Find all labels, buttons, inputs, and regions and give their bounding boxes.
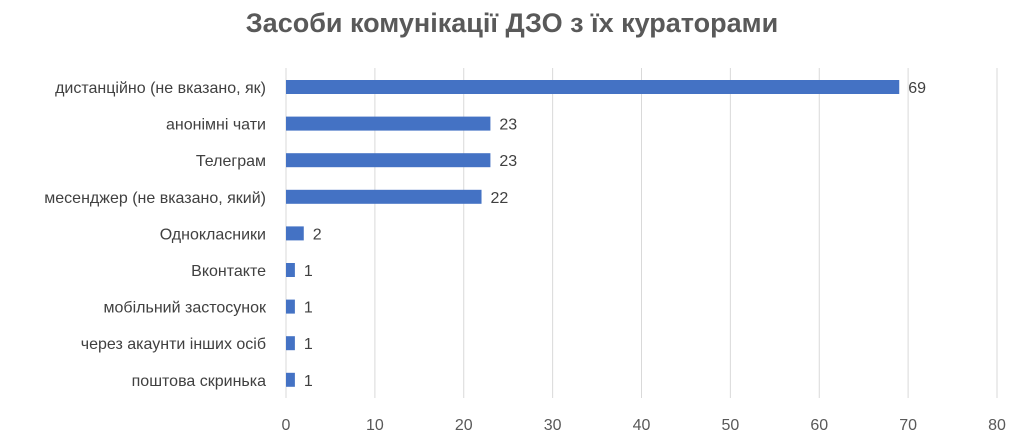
category-label: через акаунти інших осіб bbox=[81, 336, 266, 353]
bar bbox=[286, 372, 295, 387]
data-label: 23 bbox=[499, 153, 517, 170]
x-tick-label: 50 bbox=[721, 417, 739, 434]
bar bbox=[286, 153, 491, 168]
x-tick-label: 20 bbox=[455, 417, 473, 434]
bar bbox=[286, 299, 295, 314]
bar bbox=[286, 80, 900, 94]
data-label: 1 bbox=[304, 336, 313, 353]
x-axis-tick-labels: 0 10 20 30 40 50 60 70 80 bbox=[282, 417, 1006, 434]
bar bbox=[286, 116, 491, 131]
bar bbox=[286, 226, 304, 241]
x-tick-label: 30 bbox=[544, 417, 562, 434]
category-label: анонімні чати bbox=[166, 117, 266, 134]
x-tick-label: 40 bbox=[633, 417, 651, 434]
x-tick-label: 80 bbox=[988, 417, 1006, 434]
x-tick-label: 10 bbox=[366, 417, 384, 434]
category-label: мобільний застосунок bbox=[104, 300, 267, 317]
x-tick-label: 0 bbox=[282, 417, 291, 434]
category-label: Телеграм bbox=[196, 153, 266, 170]
data-label: 1 bbox=[304, 263, 313, 280]
data-label: 69 bbox=[908, 80, 926, 97]
data-label: 22 bbox=[491, 190, 509, 207]
bar bbox=[286, 189, 482, 204]
category-labels: дистанційно (не вказано, як) анонімні чат… bbox=[44, 80, 267, 390]
category-label: месенджер (не вказано, який) bbox=[44, 190, 266, 207]
bar bbox=[286, 263, 295, 277]
data-label: 23 bbox=[499, 117, 517, 134]
data-label: 2 bbox=[313, 226, 322, 243]
x-tick-label: 70 bbox=[899, 417, 917, 434]
bars bbox=[286, 80, 900, 387]
category-label: дистанційно (не вказано, як) bbox=[55, 80, 266, 97]
category-label: Вконтакте bbox=[191, 263, 266, 280]
data-label: 1 bbox=[304, 300, 313, 317]
chart-title: Засоби комунікації ДЗО з їх кураторами bbox=[245, 8, 779, 38]
x-tick-label: 60 bbox=[810, 417, 828, 434]
data-label: 1 bbox=[304, 373, 313, 390]
category-label: поштова скринька bbox=[132, 373, 266, 390]
category-label: Однокласники bbox=[160, 226, 266, 243]
bar bbox=[286, 336, 295, 351]
